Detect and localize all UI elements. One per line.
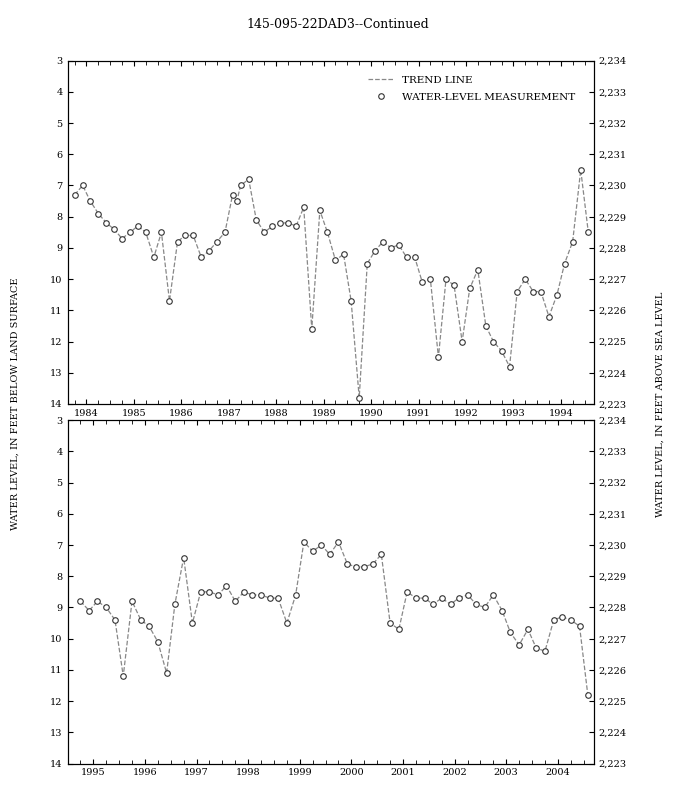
TREND LINE [403,587,411,597]
Text: WATER LEVEL, IN FEET BELOW LAND SURFACE: WATER LEVEL, IN FEET BELOW LAND SURFACE [10,278,20,530]
TREND LINE [240,587,248,597]
WATER-LEVEL MEASUREMENT [240,587,248,597]
TREND LINE [248,590,256,600]
TREND LINE [584,690,592,700]
WATER-LEVEL MEASUREMENT [585,228,593,238]
TREND LINE [545,312,553,322]
WATER-LEVEL MEASUREMENT [276,218,284,228]
WATER-LEVEL MEASUREMENT [163,668,171,678]
WATER-LEVEL MEASUREMENT [584,690,592,700]
TREND LINE [300,203,308,213]
Line: WATER-LEVEL MEASUREMENT: WATER-LEVEL MEASUREMENT [72,167,591,401]
TREND LINE [576,165,585,175]
Text: WATER LEVEL, IN FEET ABOVE SEA LEVEL: WATER LEVEL, IN FEET ABOVE SEA LEVEL [655,292,665,516]
WATER-LEVEL MEASUREMENT [134,221,142,231]
WATER-LEVEL MEASUREMENT [205,587,213,597]
WATER-LEVEL MEASUREMENT [248,590,256,600]
WATER-LEVEL MEASUREMENT [71,190,79,200]
TREND LINE [205,587,213,597]
TREND LINE [163,668,171,678]
Line: WATER-LEVEL MEASUREMENT: WATER-LEVEL MEASUREMENT [78,539,591,697]
Line: TREND LINE: TREND LINE [80,542,588,695]
WATER-LEVEL MEASUREMENT [403,587,411,597]
WATER-LEVEL MEASUREMENT [110,225,118,234]
TREND LINE [110,225,118,234]
WATER-LEVEL MEASUREMENT [355,393,363,402]
WATER-LEVEL MEASUREMENT [545,312,553,322]
TREND LINE [223,581,231,591]
TREND LINE [585,228,593,238]
WATER-LEVEL MEASUREMENT [576,165,585,175]
TREND LINE [134,221,142,231]
Text: 145-095-22DAD3--Continued: 145-095-22DAD3--Continued [246,18,429,31]
TREND LINE [76,596,84,606]
TREND LINE [300,537,308,547]
WATER-LEVEL MEASUREMENT [300,203,308,213]
TREND LINE [355,393,363,402]
Line: TREND LINE: TREND LINE [75,170,589,398]
TREND LINE [276,218,284,228]
TREND LINE [466,284,474,293]
WATER-LEVEL MEASUREMENT [76,596,84,606]
TREND LINE [71,190,79,200]
WATER-LEVEL MEASUREMENT [223,581,231,591]
Legend: TREND LINE, WATER-LEVEL MEASUREMENT: TREND LINE, WATER-LEVEL MEASUREMENT [364,73,578,105]
WATER-LEVEL MEASUREMENT [466,284,474,293]
WATER-LEVEL MEASUREMENT [300,537,308,547]
